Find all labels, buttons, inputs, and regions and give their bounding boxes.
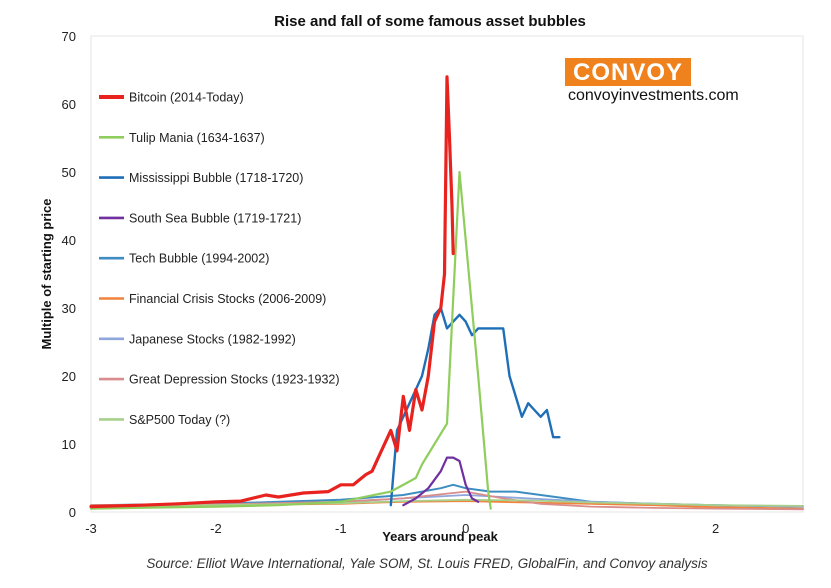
convoy-logo: CONVOY — [565, 58, 691, 86]
x-axis-title: Years around peak — [382, 529, 498, 544]
x-tick-label: -3 — [85, 521, 97, 536]
series-layer — [89, 75, 804, 511]
x-tick-label: 0 — [462, 521, 469, 536]
x-tick-label: 1 — [587, 521, 594, 536]
legend-label: Financial Crisis Stocks (2006-2009) — [129, 292, 326, 306]
legend-label: Japanese Stocks (1982-1992) — [129, 332, 296, 346]
legend: Bitcoin (2014-Today) Tulip Mania (1634-16… — [99, 91, 340, 427]
y-tick-label: 70 — [62, 29, 76, 44]
legend-label: Tulip Mania (1634-1637) — [129, 131, 265, 145]
convoy-logo-text: CONVOY — [573, 59, 683, 86]
x-axis-ticks: -3 -2 -1 0 1 2 — [85, 521, 719, 536]
legend-label: S&P500 Today (?) — [129, 413, 230, 427]
x-tick-label: 2 — [712, 521, 719, 536]
legend-label: Great Depression Stocks (1923-1932) — [129, 373, 340, 387]
legend-label: Mississippi Bubble (1718-1720) — [129, 171, 303, 185]
x-tick-label: -1 — [335, 521, 347, 536]
legend-label: Tech Bubble (1994-2002) — [129, 252, 269, 266]
y-tick-label: 30 — [62, 301, 76, 316]
source-note: Source: Elliot Wave International, Yale … — [146, 556, 708, 571]
y-tick-label: 60 — [62, 97, 76, 112]
series-line — [89, 75, 455, 509]
series-line — [402, 456, 480, 507]
series-line — [90, 490, 804, 511]
legend-label: Bitcoin (2014-Today) — [129, 91, 244, 105]
convoy-logo-box — [565, 58, 691, 86]
y-axis-title: Multiple of starting price — [39, 199, 54, 350]
y-tick-label: 50 — [62, 165, 76, 180]
legend-label: South Sea Bubble (1719-1721) — [129, 211, 301, 225]
y-tick-label: 10 — [62, 437, 76, 452]
y-tick-label: 40 — [62, 233, 76, 248]
y-axis-ticks: 0 10 20 30 40 50 60 70 — [62, 29, 76, 520]
y-tick-label: 0 — [69, 505, 76, 520]
x-tick-label: -2 — [210, 521, 222, 536]
convoy-website: convoyinvestments.com — [568, 87, 739, 104]
chart-title: Rise and fall of some famous asset bubbl… — [274, 13, 586, 30]
series-line — [89, 170, 492, 510]
y-tick-label: 20 — [62, 369, 76, 384]
